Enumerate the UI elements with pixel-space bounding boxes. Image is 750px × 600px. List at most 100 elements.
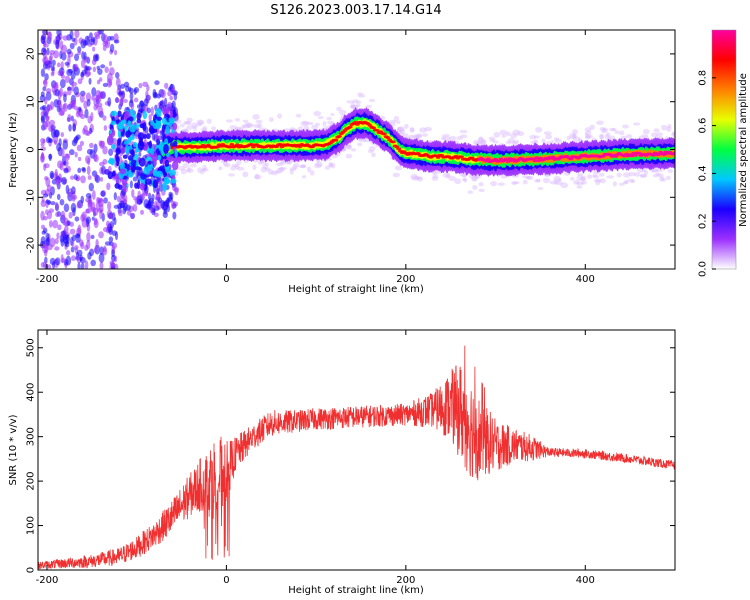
spectrogram-cell — [293, 162, 300, 168]
spectrogram-cell — [303, 125, 310, 131]
spectrogram-cell — [659, 176, 664, 182]
spectrogram-cell — [129, 180, 133, 189]
spectrogram-cell — [490, 138, 496, 143]
spectrogram-cell — [150, 106, 155, 117]
spectrogram-cell — [46, 47, 50, 56]
spectrogram-cell — [84, 129, 90, 136]
spectrogram-cell — [525, 176, 532, 180]
spectrogram-cell — [123, 81, 130, 88]
spectrogram-cell — [130, 213, 135, 219]
spectrogram-cell — [627, 178, 635, 183]
spectrogram-cell — [242, 123, 251, 129]
spectrogram-cell — [326, 116, 332, 121]
figure-title: S126.2023.003.17.14.G14 — [270, 3, 441, 18]
spectrogram-cell — [109, 43, 115, 53]
spectrogram-cell — [554, 138, 562, 145]
spectrogram-cell — [126, 210, 132, 216]
spectrogram-cell — [241, 125, 246, 129]
spectrogram-cell — [624, 179, 629, 184]
snr-y-tick-label: 100 — [26, 516, 37, 535]
spectrogram-cell — [222, 160, 229, 167]
spectrogram-cell — [139, 182, 145, 191]
spectrogram-cell — [596, 120, 604, 126]
spectrogram-cell — [389, 119, 397, 124]
spectrogram-cell — [367, 149, 374, 153]
spectrogram-x-tick-label: 0 — [223, 274, 229, 285]
spectrogram-cell — [211, 126, 216, 131]
spectrogram-cell — [399, 128, 406, 134]
spectrogram-cell — [120, 114, 125, 121]
spectrogram-cell — [79, 140, 85, 147]
spectrogram-cell — [409, 127, 415, 132]
spectrogram-cell — [54, 257, 61, 266]
spectrogram-cell — [156, 138, 161, 145]
spectrogram-cell — [40, 236, 46, 245]
spectrogram-cell — [186, 121, 192, 126]
spectrogram-cell — [152, 91, 158, 99]
spectrogram-cell — [53, 129, 60, 138]
spectrogram-cell — [667, 169, 674, 173]
spectrogram-cell — [505, 140, 512, 145]
spectrogram-cell — [409, 127, 415, 133]
spectrogram-cell — [166, 177, 171, 184]
spectrogram-cell — [202, 168, 209, 172]
spectrogram-cell — [129, 124, 137, 133]
spectrogram-cell — [123, 194, 128, 204]
spectrogram-cell — [113, 192, 118, 201]
spectrogram-cell — [125, 130, 131, 138]
spectrogram-cell — [102, 227, 109, 233]
spectrogram-cell — [148, 114, 152, 122]
spectrogram-cell — [671, 131, 675, 138]
snr-y-label: SNR (10 * v/v) — [8, 414, 19, 485]
spectrogram-cell — [91, 216, 95, 221]
spectrogram-cell — [86, 71, 91, 77]
spectrogram-cell — [45, 115, 50, 121]
spectrogram-cell — [346, 100, 355, 104]
spectrogram-cell — [91, 87, 97, 97]
spectrogram-cell — [110, 144, 116, 150]
spectrogram-cell — [416, 176, 424, 182]
spectrogram-cell — [171, 100, 176, 109]
spectrogram-cell — [350, 148, 357, 152]
spectrogram-cell — [418, 127, 427, 133]
spectrogram-cell — [311, 124, 319, 130]
spectrogram-cell — [229, 143, 235, 146]
spectrogram-cell — [86, 148, 93, 155]
spectrogram-cell — [390, 140, 396, 144]
spectrogram-cell — [653, 128, 660, 133]
spectrogram-cell — [170, 178, 177, 184]
spectrogram-cell — [129, 108, 135, 116]
spectrogram-cell — [87, 175, 92, 180]
spectrogram-cell — [64, 241, 70, 248]
spectrogram-cell — [89, 142, 94, 149]
spectrogram-cell — [65, 184, 70, 195]
spectrogram-cell — [550, 155, 556, 159]
spectrogram-cell — [100, 64, 106, 69]
spectrogram-cell — [120, 83, 126, 89]
spectrogram-cell — [140, 173, 147, 180]
spectrogram-cell — [202, 167, 207, 172]
spectrogram-cell — [55, 211, 60, 217]
spectrogram-cell — [591, 174, 598, 178]
spectrogram-cell — [143, 98, 149, 107]
spectrogram-cell — [75, 233, 81, 243]
spectrogram-cell — [260, 166, 268, 173]
spectrogram-cell — [147, 162, 153, 171]
spectrogram-cell — [96, 196, 101, 203]
spectrogram-cell — [511, 181, 518, 185]
spectrogram-cell — [111, 230, 117, 236]
spectrogram-cell — [168, 117, 172, 124]
spectrogram-cell — [93, 143, 98, 154]
spectrogram-cell — [71, 37, 76, 42]
spectrogram-cell — [52, 219, 58, 229]
spectrogram-cell — [449, 135, 457, 141]
spectrogram-cell — [73, 106, 79, 111]
spectrogram-cell — [50, 71, 55, 77]
spectrogram-cell — [347, 125, 353, 129]
spectrogram-cell — [508, 137, 515, 144]
spectrogram-cell — [45, 177, 51, 187]
spectrogram-cell — [149, 204, 156, 209]
spectrogram-cell — [283, 128, 290, 132]
spectrogram-cell — [127, 154, 134, 161]
spectrogram-cell — [114, 183, 120, 189]
